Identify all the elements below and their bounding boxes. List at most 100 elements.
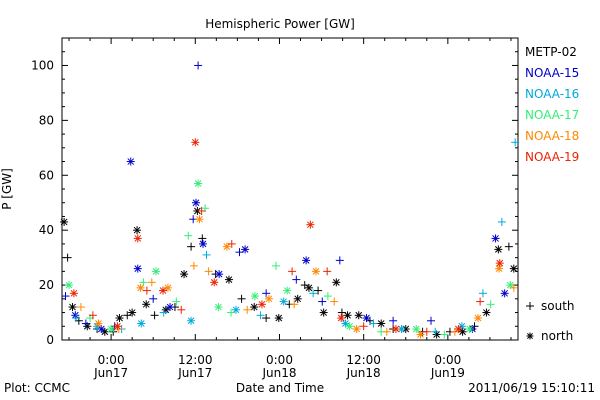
north-point (128, 308, 137, 317)
north-point (214, 303, 223, 312)
star-stroke (134, 235, 142, 242)
south-point (504, 242, 513, 251)
y-tick-label: 20 (39, 278, 54, 292)
star-stroke (495, 246, 502, 253)
south-point (63, 253, 72, 262)
south-point (318, 297, 327, 306)
north-point (465, 325, 474, 334)
star-stroke (305, 284, 313, 292)
star-stroke (417, 331, 424, 338)
star-stroke (232, 306, 240, 314)
south-point (194, 61, 203, 70)
south-point (290, 300, 299, 309)
south-point (147, 278, 156, 287)
x-tick-date: Jun17 (177, 366, 212, 380)
south-point (172, 297, 181, 306)
north-point (133, 264, 142, 273)
star-stroke (320, 309, 328, 316)
star-stroke (258, 300, 266, 308)
marker-legend-north: north (526, 329, 573, 343)
north-point (241, 245, 250, 254)
star-stroke (306, 221, 314, 229)
north-point (60, 217, 69, 226)
star-stroke (346, 322, 353, 330)
south-point (72, 314, 81, 323)
star-stroke (134, 265, 142, 272)
north-point (199, 239, 208, 248)
south-point (292, 275, 301, 284)
y-tick-label: 0 (46, 333, 54, 347)
south-point (440, 330, 449, 339)
south-point (76, 303, 85, 312)
north-point (264, 294, 273, 303)
south-point (335, 256, 344, 265)
star-stroke (191, 138, 199, 146)
north-point (332, 278, 341, 287)
star-stroke (128, 309, 136, 316)
star-stroke (342, 320, 349, 327)
north-point (107, 325, 116, 334)
star-stroke (114, 322, 121, 330)
plot-frame (61, 37, 519, 341)
legend-entry: NOAA-18 (525, 129, 579, 143)
star-stroke (60, 218, 68, 226)
south-point (61, 292, 70, 301)
north-point (187, 316, 196, 325)
south-point (359, 322, 368, 331)
north-point (142, 300, 151, 309)
x-axis-label: Date and Time (236, 381, 324, 395)
south-point (256, 311, 265, 320)
south-point (300, 281, 309, 290)
south-point (243, 305, 252, 314)
north-point (69, 289, 78, 298)
north-point (343, 311, 352, 320)
north-point (163, 283, 172, 292)
north-point (115, 314, 124, 323)
north-point (194, 179, 203, 188)
south-point (323, 267, 332, 276)
star-stroke (250, 303, 258, 311)
x-tick-date: Jun18 (346, 366, 381, 380)
star-stroke (194, 207, 201, 215)
south-point (422, 327, 431, 336)
south-point (369, 319, 378, 328)
north-point (274, 314, 283, 323)
star-stroke (215, 303, 222, 311)
north-point (495, 264, 504, 273)
north-point (319, 308, 328, 317)
marker-legend-label: south (541, 299, 575, 313)
star-stroke (180, 270, 188, 278)
star-stroke (83, 322, 91, 330)
star-stroke (495, 265, 503, 272)
star-stroke (215, 270, 223, 278)
star-stroke (265, 295, 273, 303)
north-point (250, 303, 259, 312)
star-stroke (159, 287, 167, 294)
south-point (478, 289, 487, 298)
south-point (486, 300, 495, 309)
north-point (195, 215, 204, 224)
north-point (65, 281, 74, 290)
north-point (454, 325, 463, 334)
north-point (345, 322, 354, 331)
star-stroke (337, 314, 345, 322)
north-point (136, 283, 145, 292)
star-stroke (133, 226, 141, 234)
north-point (509, 264, 518, 273)
south-point (476, 297, 485, 306)
north-point (495, 259, 504, 268)
north-point (500, 289, 509, 298)
star-stroke (483, 309, 490, 316)
south-point (389, 316, 398, 325)
legend-entry: NOAA-17 (525, 108, 579, 122)
south-point (323, 292, 332, 301)
star-stroke (192, 199, 200, 207)
north-point (293, 294, 302, 303)
north-point (231, 305, 240, 314)
x-tick-time: 0:00 (266, 353, 293, 367)
south-point (431, 327, 440, 336)
plot-source-label: Plot: CCMC (4, 381, 70, 395)
y-axis-label: P [GW] (0, 168, 14, 210)
star-stroke (283, 287, 291, 294)
north-point (352, 325, 361, 334)
